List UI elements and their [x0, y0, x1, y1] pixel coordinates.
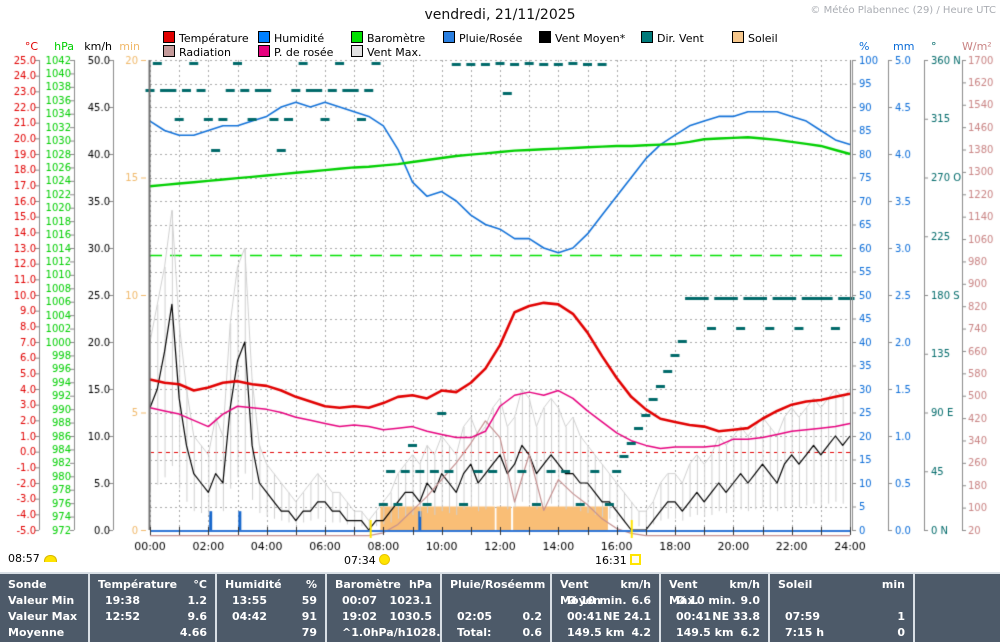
sunrise-time: 07:34: [344, 554, 390, 567]
unit-label-wm2: W/m²: [962, 40, 992, 53]
table-row-header: Valeur Max: [8, 610, 78, 623]
table-col-temperature: Température °C 19:38 1.2 12:52 9.6 4.66: [88, 574, 215, 642]
rain-swatch-icon: [443, 31, 455, 43]
humidity-swatch-icon: [258, 31, 270, 43]
wind-avg-swatch-icon: [539, 31, 551, 43]
legend-item-dir-vent: Dir. Vent: [641, 31, 704, 45]
barometer-swatch-icon: [351, 31, 363, 43]
wind-dir-swatch-icon: [641, 31, 653, 43]
legend-item-barometre: Baromètre: [351, 31, 425, 45]
unit-label-celsius: °C: [24, 40, 38, 53]
moonrise-icon: [43, 555, 57, 562]
temperature-swatch-icon: [163, 31, 175, 43]
table-col-row-headers: Sonde Valeur Min Valeur Max Moyenne: [0, 574, 88, 642]
unit-label-min: min: [119, 40, 140, 53]
copyright-text: © Météo Plabennec (29) / Heure UTC: [810, 5, 996, 16]
wind-max-swatch-icon: [351, 45, 363, 57]
unit-label-degrees: °: [931, 40, 937, 53]
page-title: vendredi, 21/11/2025: [424, 7, 576, 23]
table-row-header: Moyenne: [8, 626, 65, 639]
legend-item-vent-moyen: Vent Moyen*: [539, 31, 625, 45]
table-row-header: Sonde: [8, 578, 47, 591]
table-col-humidite: Humidité% 13:55 59 04:42 91 79: [215, 574, 325, 642]
legend-item-humidite: Humidité: [258, 31, 324, 45]
moonrise-time: 08:57: [8, 552, 57, 565]
sunshine-swatch-icon: [732, 31, 744, 43]
legend-item-vent-max: Vent Max.: [351, 45, 421, 59]
weather-chart-canvas: [0, 0, 1000, 572]
summary-table: Sonde Valeur Min Valeur Max Moyenne Temp…: [0, 572, 1000, 642]
table-col-empty: [913, 574, 1000, 642]
table-col-pluie-rosee: Pluie/Rosée mm 02:05 0.2 Total: 0.6: [440, 574, 550, 642]
unit-label-kmh: km/h: [84, 40, 112, 53]
sunrise-icon: [378, 554, 390, 565]
sunset-time: 16:31: [595, 554, 641, 567]
table-row-header: Valeur Min: [8, 594, 75, 607]
unit-label-percent: %: [859, 40, 870, 53]
unit-label-hpa: hPa: [54, 40, 74, 53]
sunset-icon: [629, 554, 641, 565]
legend-item-temperature: Température: [163, 31, 249, 45]
legend-item-soleil: Soleil: [732, 31, 778, 45]
table-col-barometre: Baromètre hPa 00:07 1023.1 19:02 1030.5 ^1.…: [325, 574, 440, 642]
legend-item-pluie-rosee: Pluie/Rosée: [443, 31, 522, 45]
table-col-vent-moyen: Vent Moyen km/h Ø 10 min. 6.6 00:41 NE 24.1…: [550, 574, 659, 642]
legend-item-p-de-rosee: P. de rosée: [258, 45, 333, 59]
dewpoint-swatch-icon: [258, 45, 270, 57]
unit-label-mm: mm: [893, 40, 915, 53]
radiation-swatch-icon: [163, 45, 175, 57]
table-col-vent-max: Vent Max. km/h Ø 10 min. 9.0 00:41 NE 33.8 …: [659, 574, 768, 642]
legend-item-radiation: Radiation: [163, 45, 231, 59]
